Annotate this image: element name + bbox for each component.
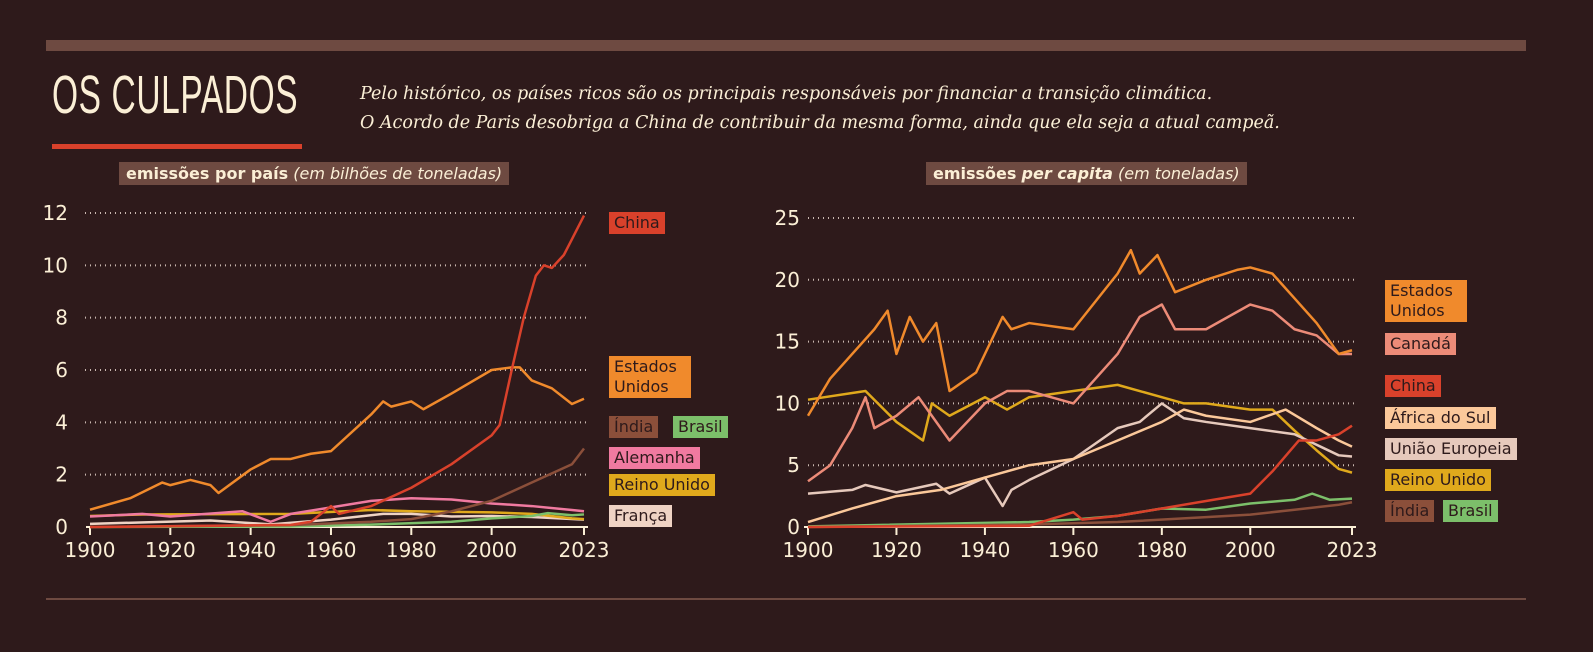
series-line-china <box>807 424 1353 529</box>
right-title-italic: (em toneladas) <box>1118 164 1240 183</box>
series-line-índia <box>807 501 1353 529</box>
x-tick-label: 1980 <box>386 538 437 562</box>
y-tick-label: 4 <box>55 410 68 434</box>
series-line-canadá <box>807 303 1352 483</box>
y-tick-label: 10 <box>43 253 68 277</box>
subtitle-line-2: O Acordo de Paris desobriga a China de c… <box>360 113 1280 133</box>
subtitle: Pelo histórico, os países ricos são os p… <box>360 80 1280 138</box>
y-tick-label: 0 <box>787 515 800 539</box>
page-title: OS CULPADOS <box>52 65 299 125</box>
legend-label-união-europeia: União Europeia <box>1385 438 1517 460</box>
y-tick-label: 12 <box>43 201 68 225</box>
series-line-brasil <box>807 492 1353 528</box>
right-chart-title: emissões per capita (em toneladas) <box>926 162 1247 185</box>
x-tick-label: 2023 <box>1327 538 1378 562</box>
legend-label-áfrica-do-sul: África do Sul <box>1385 407 1496 429</box>
series-line-união-europeia <box>807 402 1353 508</box>
series-line-brasil <box>89 511 585 529</box>
legend-label-china: China <box>609 212 665 234</box>
legend-label-reino-unido: Reino Unido <box>1385 469 1491 491</box>
left-title-italic: (em bilhões de toneladas) <box>293 164 503 183</box>
legend-label-estados-unidos: Estados Unidos <box>1385 280 1467 322</box>
title-underline <box>52 144 302 149</box>
bottom-rule <box>46 598 1526 600</box>
y-tick-label: 15 <box>775 330 800 354</box>
right-title-bold: emissões <box>933 164 1017 183</box>
y-tick-label: 20 <box>775 268 800 292</box>
y-tick-label: 8 <box>55 306 68 330</box>
y-tick-label: 10 <box>775 391 800 415</box>
legend-label-canadá: Canadá <box>1385 333 1456 355</box>
x-tick-label: 1940 <box>225 538 276 562</box>
legend-label-frança: França <box>609 505 673 527</box>
legend-label-brasil: Brasil <box>673 416 728 438</box>
x-tick-label: 2023 <box>559 538 610 562</box>
legend-label-índia: Índia <box>1385 500 1435 522</box>
y-tick-label: 6 <box>55 358 68 382</box>
left-chart-title: emissões por país (em bilhões de tonelad… <box>119 162 510 185</box>
legend-label-estados-unidos: Estados Unidos <box>609 356 691 398</box>
x-tick-label: 1980 <box>1136 538 1187 562</box>
series-line-áfrica-do-sul <box>807 408 1353 524</box>
y-tick-label: 5 <box>787 453 800 477</box>
legend-label-china: China <box>1385 375 1441 397</box>
top-rule <box>46 40 1526 51</box>
x-tick-label: 2000 <box>466 538 517 562</box>
left-title-bold: emissões por país <box>126 164 289 183</box>
series-line-alemanha <box>89 496 585 524</box>
subtitle-line-1: Pelo histórico, os países ricos são os p… <box>360 84 1213 104</box>
legend-label-índia: Índia <box>609 416 659 438</box>
series-line-estados-unidos <box>806 248 1353 417</box>
x-tick-label: 1960 <box>306 538 357 562</box>
x-tick-label: 1900 <box>783 538 834 562</box>
x-tick-label: 1940 <box>959 538 1010 562</box>
legend-label-reino-unido: Reino Unido <box>609 474 715 496</box>
y-tick-label: 25 <box>775 206 800 230</box>
legend-label-alemanha: Alemanha <box>609 447 700 469</box>
x-tick-label: 1920 <box>145 538 196 562</box>
y-tick-label: 2 <box>55 463 68 487</box>
series-line-reino-unido <box>807 383 1353 474</box>
y-tick-label: 0 <box>55 515 68 539</box>
x-tick-label: 2000 <box>1225 538 1276 562</box>
x-tick-label: 1960 <box>1048 538 1099 562</box>
right-title-bolditalic: per capita <box>1021 164 1113 183</box>
x-tick-label: 1920 <box>871 538 922 562</box>
series-line-china <box>89 215 586 529</box>
series-line-estados-unidos <box>89 366 585 511</box>
series-line-índia <box>89 447 585 529</box>
legend-label-brasil: Brasil <box>1443 500 1498 522</box>
x-tick-label: 1900 <box>65 538 116 562</box>
